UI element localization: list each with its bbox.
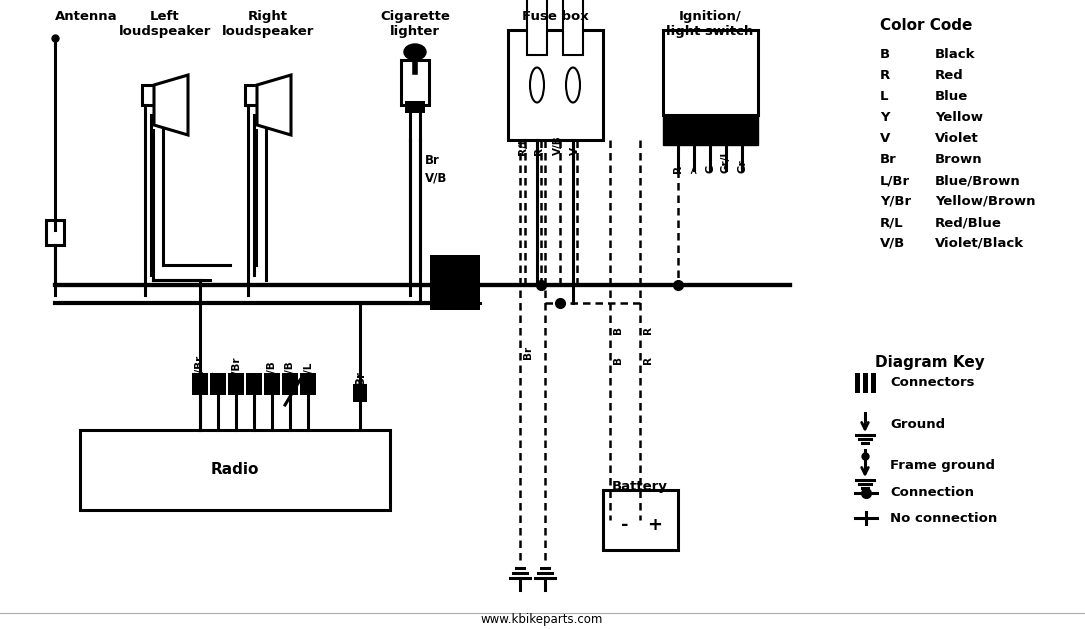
Text: Diagram Key: Diagram Key [875,355,985,370]
Text: Violet: Violet [935,132,979,145]
Text: Y: Y [213,372,224,380]
Bar [855,373,860,393]
Text: Fuse box: Fuse box [522,10,588,23]
Text: Yellow: Yellow [935,111,983,124]
Bar [663,115,758,145]
Text: No connection: No connection [890,511,997,525]
Ellipse shape [566,67,580,103]
Bar [401,60,429,105]
Text: Radio: Radio [210,462,259,477]
Bar [863,373,868,393]
Bar [228,373,244,395]
Bar [282,373,298,395]
Bar [871,373,876,393]
Text: R/L: R/L [518,136,528,155]
Text: R/L: R/L [880,216,904,229]
Text: Y: Y [880,111,890,124]
Text: V/B: V/B [267,360,277,380]
Polygon shape [154,75,188,135]
Bar [405,101,425,113]
Bar [264,373,280,395]
Text: V: V [570,147,580,155]
Text: Cigarette
lighter: Cigarette lighter [380,10,450,38]
Text: Connectors: Connectors [890,377,974,389]
Text: V: V [880,132,891,145]
Text: V/B: V/B [425,172,447,184]
Text: www.kbikeparts.com: www.kbikeparts.com [481,613,603,625]
Text: Blue/Brown: Blue/Brown [935,174,1021,187]
Text: R: R [643,356,653,364]
Text: L: L [248,374,259,380]
Ellipse shape [404,44,426,60]
Text: Br: Br [425,153,439,167]
Bar [299,373,316,395]
Text: B: B [880,48,890,61]
Text: V/B: V/B [553,135,563,155]
Text: Connection: Connection [890,486,974,499]
Text: Red: Red [935,69,963,82]
Bar [663,30,758,115]
Text: Brown: Brown [935,153,983,166]
Text: Color Code: Color Code [880,18,972,33]
Bar [603,490,678,550]
Text: Black: Black [935,48,975,61]
Text: +: + [648,516,663,534]
Text: Red/Blue: Red/Blue [935,216,1001,229]
Text: V/B: V/B [285,360,295,380]
Text: Br: Br [880,153,896,166]
Text: Right
loudspeaker: Right loudspeaker [221,10,315,38]
Text: Frame ground: Frame ground [890,459,995,472]
Bar [430,255,480,310]
Bar [508,30,603,140]
Text: >: > [689,164,699,173]
Ellipse shape [529,67,544,103]
Text: Ignition/
light switch: Ignition/ light switch [666,10,754,38]
Text: L: L [880,90,889,103]
Text: L/Br: L/Br [231,357,241,380]
Text: R/L: R/L [303,362,312,380]
Text: Br: Br [354,370,367,385]
Text: Gr: Gr [737,159,746,173]
Bar [563,0,583,55]
Text: Battery: Battery [612,480,668,493]
Text: Violet/Black: Violet/Black [935,237,1024,250]
Polygon shape [257,75,291,135]
Text: Antenna: Antenna [55,10,117,23]
Text: G: G [705,165,715,173]
Bar [80,430,390,510]
Text: V/B: V/B [880,237,905,250]
Text: L/Br: L/Br [880,174,910,187]
Text: Y/Br: Y/Br [880,195,911,208]
Text: R: R [673,165,682,173]
Bar [142,85,154,105]
Bar [527,0,547,55]
Text: Left
loudspeaker: Left loudspeaker [119,10,212,38]
Bar [46,220,64,245]
Bar [210,373,226,395]
Text: Yellow/Brown: Yellow/Brown [935,195,1035,208]
Text: Y/Br: Y/Br [195,356,205,380]
Bar [353,384,367,402]
Bar [246,373,261,395]
Text: R: R [643,326,653,334]
Text: R: R [534,147,544,155]
Text: R: R [880,69,891,82]
Bar [245,85,257,105]
Text: Ground: Ground [890,418,945,430]
Text: -: - [622,516,628,534]
Text: Blue: Blue [935,90,968,103]
Bar [192,373,208,395]
Text: B: B [613,356,623,364]
Text: Br: Br [523,345,533,359]
Text: B: B [613,326,623,334]
Text: Gr/L: Gr/L [722,149,731,173]
